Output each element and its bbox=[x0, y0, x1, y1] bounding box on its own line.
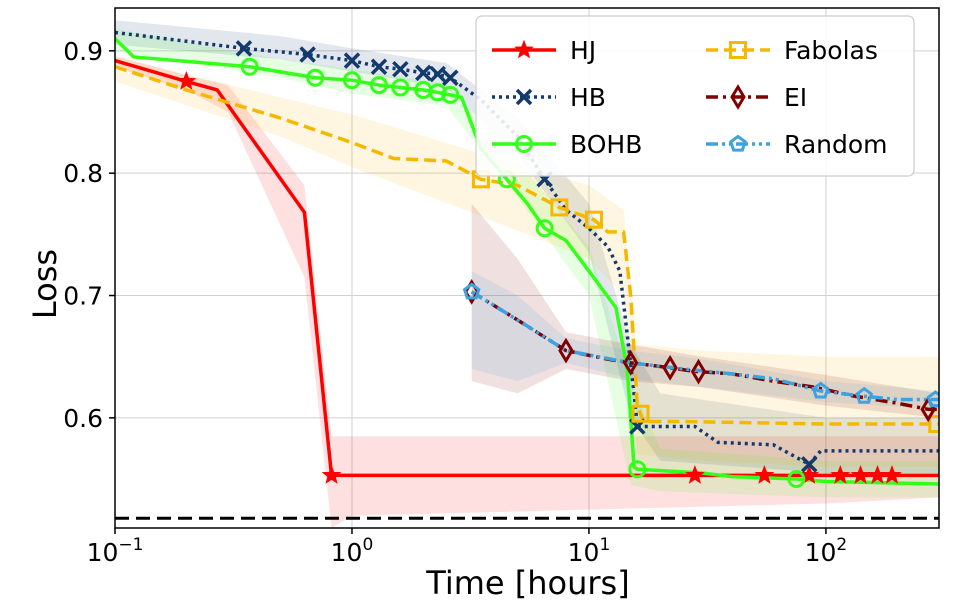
band-hj bbox=[115, 55, 939, 528]
legend-box bbox=[475, 15, 915, 177]
legend-entry-fabolas: Fabolas bbox=[706, 36, 878, 65]
marker-ei bbox=[558, 337, 574, 364]
y-tick-label: 0.8 bbox=[63, 159, 103, 188]
legend-marker-ei bbox=[730, 84, 746, 110]
legend-entry-ei: EI bbox=[706, 83, 807, 112]
marker-random bbox=[926, 390, 939, 408]
marker-bohb bbox=[342, 71, 361, 90]
legend-label-random: Random bbox=[784, 130, 888, 159]
series-line-ei bbox=[470, 290, 939, 412]
marker-bohb bbox=[535, 219, 554, 238]
series-line-fabolas bbox=[115, 65, 939, 426]
x-tick-label: 10−1 bbox=[87, 535, 144, 567]
legend-label-fabolas: Fabolas bbox=[784, 36, 878, 65]
x-tick-label: 100 bbox=[331, 535, 374, 567]
legend-marker-fabolas bbox=[729, 41, 747, 59]
legend-entry-random: Random bbox=[706, 130, 888, 159]
legend-label-ei: EI bbox=[784, 83, 807, 112]
marker-fabolas bbox=[631, 404, 650, 423]
marker-hb bbox=[442, 69, 459, 86]
marker-bohb bbox=[240, 57, 259, 76]
marker-hb bbox=[415, 64, 432, 82]
marker-hj bbox=[685, 464, 705, 484]
y-tick-label: 0.9 bbox=[63, 37, 103, 66]
band-hb bbox=[115, 20, 939, 473]
marker-ei bbox=[690, 358, 707, 385]
legend-label-hj: HJ bbox=[570, 36, 596, 65]
marker-random bbox=[855, 386, 874, 404]
marker-hb bbox=[370, 58, 388, 75]
marker-bohb bbox=[441, 85, 460, 104]
legend-entry-hj: HJ bbox=[492, 36, 596, 65]
marker-hb bbox=[299, 46, 316, 63]
series-markers bbox=[176, 40, 939, 489]
band-ei bbox=[471, 203, 939, 418]
legend-label-hb: HB bbox=[570, 83, 606, 112]
marker-random bbox=[811, 381, 830, 399]
marker-hj bbox=[850, 464, 871, 484]
marker-fabolas bbox=[550, 198, 569, 217]
marker-hj bbox=[754, 464, 775, 484]
marker-bohb bbox=[787, 470, 806, 489]
marker-hj bbox=[882, 464, 902, 484]
series-line-random bbox=[470, 290, 939, 402]
legend-entry-bohb: BOHB bbox=[492, 130, 642, 159]
marker-ei bbox=[662, 354, 678, 381]
marker-hb bbox=[343, 52, 361, 69]
legend-marker-random bbox=[729, 134, 747, 152]
marker-hj bbox=[321, 464, 342, 484]
marker-hj bbox=[830, 464, 851, 484]
legend-marker-hb bbox=[515, 88, 533, 106]
plot-frame bbox=[114, 7, 940, 529]
marker-bohb bbox=[306, 68, 325, 87]
legend: HJ HB BOHB Fabolas EI Random bbox=[475, 15, 915, 177]
marker-hb bbox=[429, 65, 446, 83]
marker-hj bbox=[799, 464, 820, 484]
y-tick-label: 0.7 bbox=[63, 282, 103, 311]
legend-marker-hj bbox=[514, 39, 534, 59]
marker-fabolas bbox=[584, 210, 603, 229]
x-tick-label: 102 bbox=[805, 535, 848, 567]
axes-frame bbox=[109, 7, 940, 534]
x-axis-title: Time [hours] bbox=[425, 564, 629, 602]
y-axis-title: Loss bbox=[26, 249, 64, 319]
marker-ei bbox=[622, 349, 639, 376]
marker-fabolas bbox=[928, 415, 939, 433]
y-tick-label: 0.6 bbox=[63, 404, 103, 433]
marker-bohb bbox=[391, 78, 410, 97]
marker-hb bbox=[392, 60, 409, 78]
marker-bohb bbox=[628, 460, 647, 479]
marker-random bbox=[462, 282, 481, 300]
marker-hj bbox=[176, 70, 197, 90]
marker-bohb bbox=[428, 83, 447, 102]
x-tick-label: 101 bbox=[568, 535, 611, 567]
tick-labels: 10−1 100 101 102 0.6 0.7 0.8 0.9 bbox=[63, 37, 847, 567]
band-fabolas bbox=[115, 56, 939, 467]
marker-bohb bbox=[369, 76, 388, 95]
series-line-hb bbox=[115, 30, 939, 467]
marker-hb bbox=[800, 456, 818, 473]
marker-hb bbox=[235, 40, 253, 57]
legend-entry-hb: HB bbox=[492, 83, 606, 112]
legend-marker-bohb bbox=[515, 135, 533, 153]
legend-label-bohb: BOHB bbox=[570, 130, 642, 159]
